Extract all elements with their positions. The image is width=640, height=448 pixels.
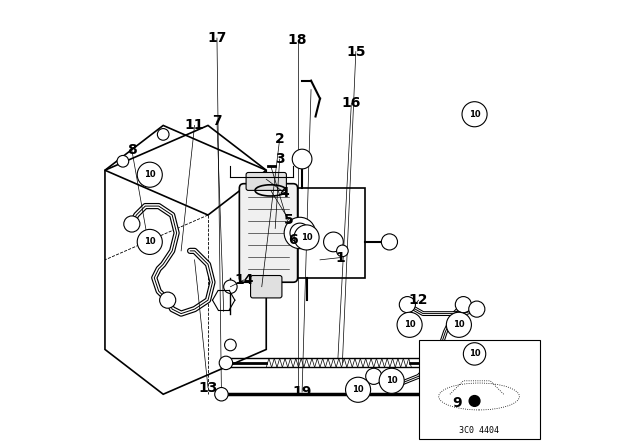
- FancyBboxPatch shape: [251, 276, 282, 298]
- Circle shape: [219, 356, 233, 370]
- Text: 8: 8: [127, 143, 137, 157]
- Circle shape: [399, 297, 415, 313]
- Text: 3C0 4404: 3C0 4404: [459, 426, 499, 435]
- Circle shape: [137, 229, 163, 254]
- Circle shape: [469, 396, 480, 406]
- Circle shape: [224, 280, 237, 293]
- Circle shape: [365, 368, 382, 384]
- Circle shape: [124, 216, 140, 232]
- Text: 13: 13: [198, 380, 218, 395]
- Text: 18: 18: [288, 33, 307, 47]
- Text: 4: 4: [279, 185, 289, 200]
- Circle shape: [455, 297, 472, 313]
- Text: 3: 3: [275, 152, 285, 166]
- Circle shape: [137, 162, 163, 187]
- Text: 14: 14: [234, 273, 253, 287]
- Text: 12: 12: [409, 293, 428, 307]
- Bar: [419, 340, 540, 439]
- Text: 10: 10: [386, 376, 397, 385]
- Text: 15: 15: [346, 44, 365, 59]
- Text: 10: 10: [453, 320, 465, 329]
- Circle shape: [462, 102, 487, 127]
- Circle shape: [294, 225, 319, 250]
- Text: 17: 17: [207, 31, 227, 45]
- Text: 10: 10: [468, 349, 481, 358]
- Circle shape: [215, 388, 228, 401]
- Circle shape: [446, 312, 472, 337]
- Circle shape: [379, 368, 404, 393]
- Circle shape: [346, 377, 371, 402]
- Text: 2: 2: [275, 132, 285, 146]
- Text: 9: 9: [452, 396, 461, 410]
- Circle shape: [284, 217, 316, 249]
- Text: 19: 19: [292, 385, 312, 399]
- Text: 16: 16: [342, 96, 361, 110]
- Circle shape: [292, 149, 312, 169]
- Text: 10: 10: [404, 320, 415, 329]
- Circle shape: [324, 232, 343, 252]
- Text: 10: 10: [468, 110, 481, 119]
- FancyBboxPatch shape: [239, 184, 298, 282]
- Circle shape: [461, 356, 475, 370]
- Circle shape: [337, 245, 348, 257]
- Circle shape: [381, 234, 397, 250]
- Text: 11: 11: [185, 118, 204, 133]
- Circle shape: [225, 339, 236, 351]
- Circle shape: [159, 292, 176, 308]
- Text: 10: 10: [144, 170, 156, 179]
- Circle shape: [468, 301, 485, 317]
- Text: 6: 6: [288, 233, 298, 247]
- Text: 5: 5: [284, 212, 294, 227]
- Circle shape: [463, 343, 486, 365]
- Text: 7: 7: [212, 114, 222, 128]
- Text: 1: 1: [335, 250, 345, 265]
- Circle shape: [290, 223, 310, 243]
- Circle shape: [456, 388, 470, 401]
- Text: 10: 10: [301, 233, 312, 242]
- Circle shape: [397, 312, 422, 337]
- FancyBboxPatch shape: [246, 172, 287, 190]
- Text: 10: 10: [144, 237, 156, 246]
- Circle shape: [117, 155, 129, 167]
- Text: 10: 10: [352, 385, 364, 394]
- Circle shape: [157, 129, 169, 140]
